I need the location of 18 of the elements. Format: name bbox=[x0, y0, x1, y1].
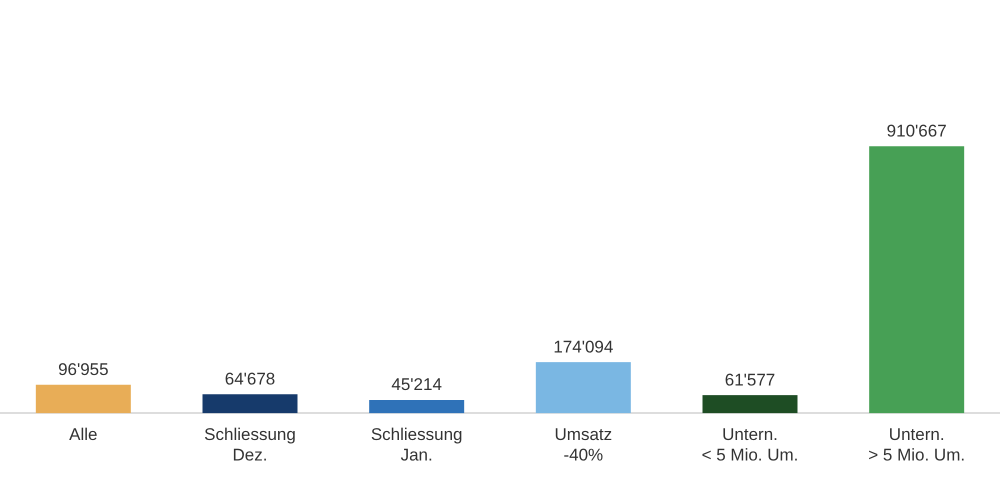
data-label: 910'667 bbox=[886, 121, 947, 140]
bar bbox=[702, 395, 798, 414]
bar bbox=[869, 146, 964, 414]
data-label: 61'577 bbox=[724, 370, 776, 390]
bar bbox=[36, 384, 131, 414]
data-label: 64'678 bbox=[224, 369, 276, 388]
x-tick-label: Schliessung Dez. bbox=[204, 425, 296, 464]
x-tick-label: Untern. < 5 Mio. Um. bbox=[702, 425, 798, 464]
bar bbox=[536, 362, 631, 414]
bar bbox=[369, 400, 464, 414]
data-label: 174'094 bbox=[553, 337, 614, 356]
x-tick-label: Alle bbox=[69, 425, 98, 444]
data-label: 45'214 bbox=[391, 375, 442, 394]
x-tick-label: Untern. > 5 Mio. Um. bbox=[868, 425, 966, 464]
bar bbox=[202, 394, 298, 414]
x-tick-label: Schliessung Jan. bbox=[370, 425, 463, 464]
data-label: 96'955 bbox=[58, 360, 109, 379]
x-tick-label: Umsatz -40% bbox=[554, 425, 612, 464]
